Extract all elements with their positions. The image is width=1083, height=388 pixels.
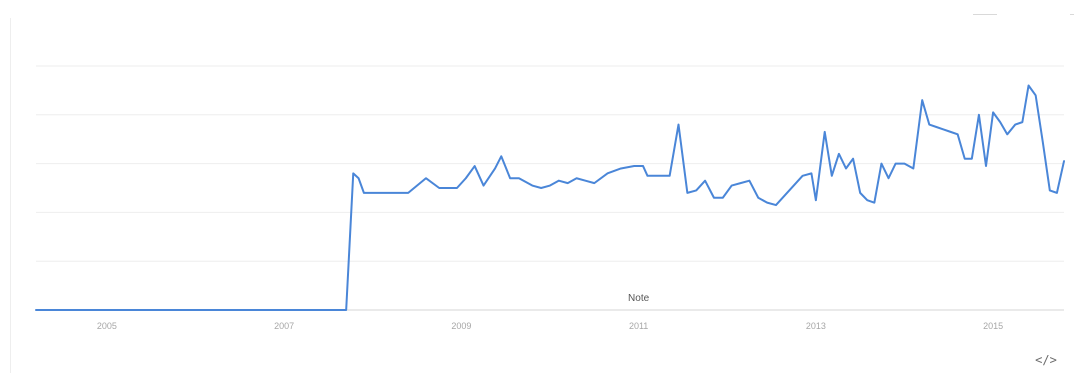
series-layer <box>35 84 1065 311</box>
label-layer: 2005 2007 2009 2011 2013 2015 Note <box>97 293 1003 331</box>
x-axis-tick-label: 2011 <box>629 321 648 331</box>
top-right-small-marker <box>1070 14 1074 15</box>
left-border-line <box>10 18 11 373</box>
grid-layer <box>36 65 1064 311</box>
x-axis-tick-label: 2015 <box>983 321 1003 331</box>
x-axis-tick-label: 2013 <box>806 321 826 331</box>
x-axis-tick-label: 2005 <box>97 321 117 331</box>
search-interest-series-line <box>35 84 1065 311</box>
top-right-marker <box>973 14 997 15</box>
chart-note-label: Note <box>628 293 650 304</box>
x-axis-tick-label: 2009 <box>451 321 471 331</box>
embed-code-button[interactable]: </> <box>1033 349 1059 371</box>
x-axis-tick-label: 2007 <box>274 321 294 331</box>
code-icon: </> <box>1035 353 1057 367</box>
